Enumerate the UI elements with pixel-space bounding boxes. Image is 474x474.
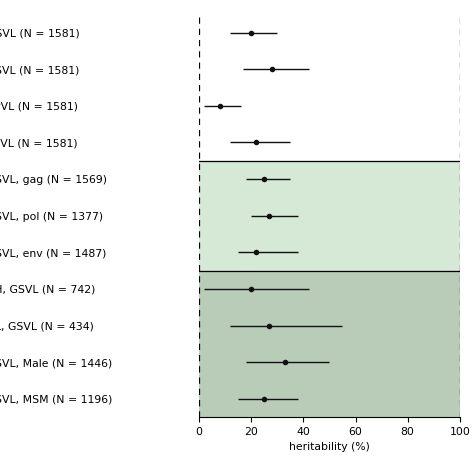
Bar	[199, 271, 460, 417]
Bar	[199, 161, 460, 271]
X-axis label: heritability (%): heritability (%)	[289, 442, 370, 452]
Bar	[199, 14, 460, 161]
